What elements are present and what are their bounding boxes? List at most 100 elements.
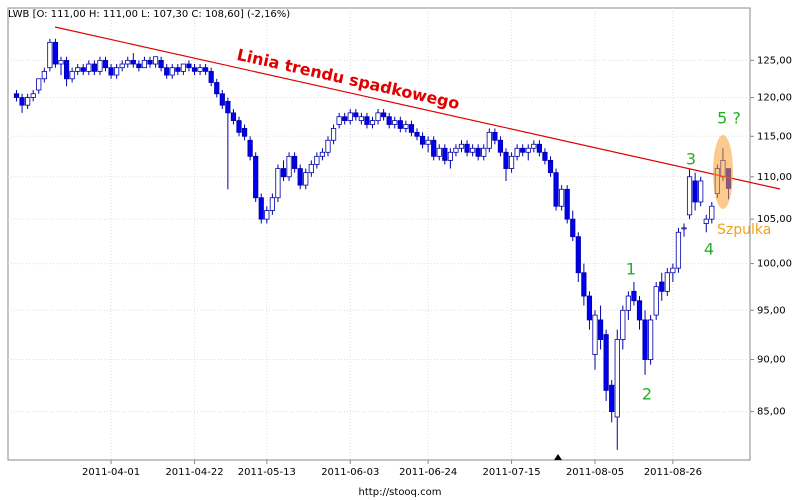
candle-body bbox=[631, 290, 637, 302]
y-tick-label: 110,00 bbox=[757, 172, 792, 183]
y-tick-label: 105,00 bbox=[757, 214, 792, 225]
candle-body bbox=[358, 116, 364, 122]
candle-body bbox=[91, 63, 97, 72]
candle-body bbox=[208, 70, 214, 83]
candle-body bbox=[514, 147, 520, 157]
x-tick-label: 2011-04-22 bbox=[165, 467, 223, 478]
candle-body bbox=[692, 180, 698, 203]
candle-body bbox=[553, 172, 559, 207]
wave-label: 5 ? bbox=[717, 109, 741, 128]
candle-body bbox=[648, 319, 654, 360]
candle-body bbox=[364, 116, 370, 125]
candle-body bbox=[203, 67, 209, 72]
candle-body bbox=[686, 176, 693, 216]
candle-body bbox=[253, 155, 259, 199]
candle-body bbox=[642, 319, 648, 360]
candle-body bbox=[169, 67, 175, 76]
candle-body bbox=[186, 63, 192, 69]
wave-label: 2 bbox=[642, 385, 652, 404]
candle-body bbox=[247, 139, 253, 157]
candle-body bbox=[542, 151, 548, 161]
candle-body bbox=[319, 151, 326, 157]
x-tick-label: 2011-05-13 bbox=[238, 467, 296, 478]
candle-body bbox=[130, 59, 136, 65]
candle-body bbox=[230, 112, 237, 122]
candle-body bbox=[419, 135, 426, 145]
candle-body bbox=[547, 159, 554, 174]
candle-body bbox=[297, 168, 303, 186]
candle-body bbox=[80, 67, 86, 72]
x-tick-label: 2011-04-01 bbox=[82, 467, 140, 478]
y-tick-label: 90,00 bbox=[757, 355, 786, 366]
x-tick-label: 2011-08-05 bbox=[566, 467, 624, 478]
candle-body bbox=[41, 70, 47, 80]
wave-label: 1 bbox=[626, 260, 636, 279]
candle-body bbox=[269, 197, 275, 211]
candle-body bbox=[114, 67, 120, 76]
candle-body bbox=[447, 151, 453, 161]
candle-body bbox=[164, 67, 170, 76]
candle-body bbox=[453, 147, 459, 153]
candle-body bbox=[241, 128, 248, 137]
candle-body bbox=[136, 63, 142, 69]
candle-body bbox=[13, 93, 20, 98]
candle-body bbox=[191, 67, 198, 72]
candle-body bbox=[236, 120, 242, 133]
candle-body bbox=[369, 120, 376, 125]
candle-body bbox=[30, 93, 36, 98]
candle-body bbox=[214, 82, 220, 95]
candle-body bbox=[325, 139, 331, 153]
candle-body bbox=[125, 59, 131, 65]
candle-body bbox=[586, 295, 593, 321]
y-tick-label: 85,00 bbox=[757, 407, 786, 418]
candle-body bbox=[119, 63, 125, 69]
candle-body bbox=[175, 67, 181, 72]
candle-body bbox=[264, 210, 270, 220]
candle-body bbox=[308, 164, 314, 174]
x-tick-label: 2011-08-26 bbox=[644, 467, 702, 478]
candle-body bbox=[392, 120, 398, 125]
candle-body bbox=[620, 309, 626, 340]
candle-body bbox=[75, 67, 81, 72]
candle-body bbox=[147, 59, 153, 65]
candle-body bbox=[336, 116, 342, 125]
candle-body bbox=[152, 56, 159, 65]
candle-body bbox=[292, 155, 298, 169]
candle-body bbox=[314, 155, 320, 165]
candle-body bbox=[675, 231, 682, 269]
candle-body bbox=[25, 97, 31, 106]
candle-body bbox=[575, 236, 581, 274]
candle-body bbox=[564, 188, 570, 220]
candle-body bbox=[436, 147, 442, 157]
candle-body bbox=[536, 143, 542, 153]
candle-body bbox=[342, 116, 348, 122]
candle-body bbox=[559, 188, 565, 207]
candle-body bbox=[653, 286, 659, 316]
candle-body bbox=[486, 131, 492, 149]
candle-body bbox=[219, 93, 225, 106]
candle-body bbox=[102, 59, 109, 69]
candle-body bbox=[225, 100, 231, 114]
candle-body bbox=[636, 300, 643, 321]
x-tick-label: 2011-06-03 bbox=[321, 467, 379, 478]
candle-body bbox=[698, 180, 704, 203]
candle-body bbox=[353, 112, 359, 118]
candle-body bbox=[108, 67, 114, 76]
candle-body bbox=[709, 205, 715, 220]
candle-body bbox=[330, 128, 337, 141]
candle-body bbox=[47, 41, 53, 69]
candle-body bbox=[275, 168, 281, 199]
candle-body bbox=[664, 272, 670, 292]
y-tick-label: 115,00 bbox=[757, 131, 792, 142]
candle-body bbox=[609, 384, 615, 412]
candle-body bbox=[703, 218, 709, 224]
candle-body bbox=[280, 168, 287, 178]
candle-body bbox=[408, 124, 415, 133]
candle-body bbox=[603, 334, 609, 391]
candle-body bbox=[19, 97, 25, 106]
candle-body bbox=[670, 267, 676, 274]
candle-body bbox=[659, 281, 665, 292]
plot-area bbox=[7, 7, 751, 461]
candle-body bbox=[86, 63, 92, 72]
